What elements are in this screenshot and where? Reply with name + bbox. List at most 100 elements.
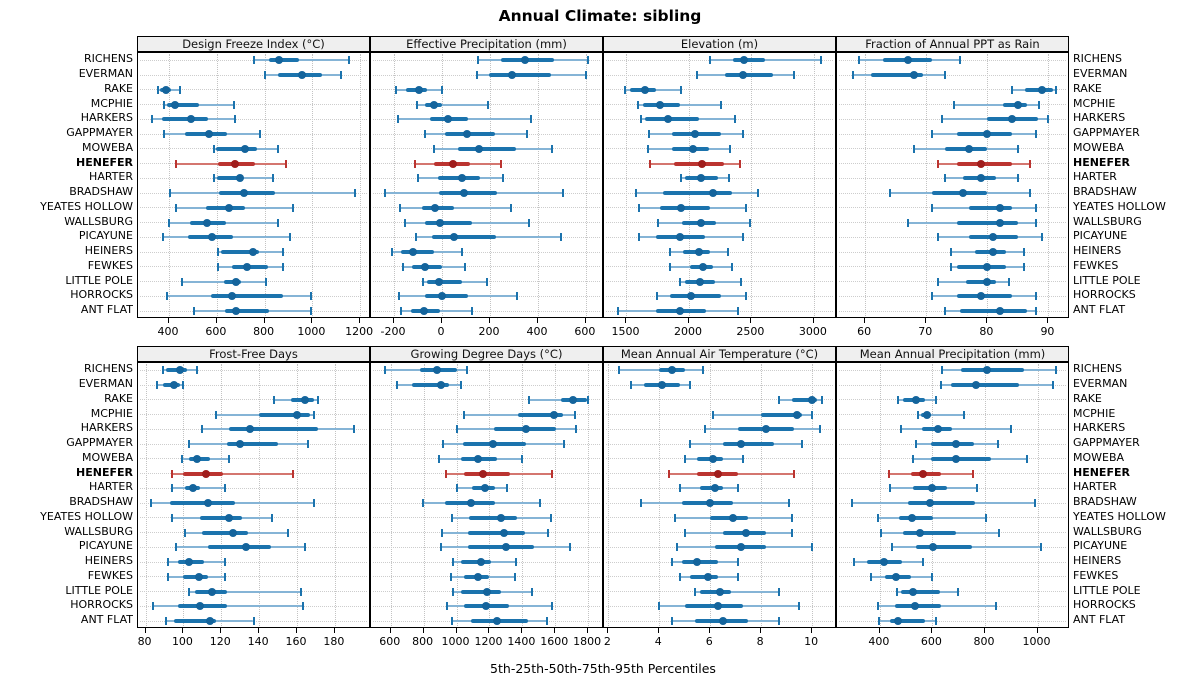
cap-5th <box>163 100 166 109</box>
range-25th-75th <box>907 501 975 506</box>
cap-5th <box>273 395 276 404</box>
cap-95th <box>466 366 469 375</box>
cap-95th <box>460 248 463 257</box>
median-dot <box>430 203 439 212</box>
site-label-mcphie: MCPHIE <box>90 406 133 420</box>
axis-tick-label: 1600 <box>540 634 569 648</box>
median-dot <box>691 130 700 139</box>
median-dot <box>448 159 457 168</box>
median-dot <box>171 100 180 109</box>
cap-95th <box>1007 277 1010 286</box>
range-25th-75th <box>259 412 311 417</box>
cap-95th <box>688 381 691 390</box>
cap-5th <box>165 617 168 626</box>
axis-tick-label: 1500 <box>611 324 640 338</box>
median-dot <box>224 513 233 522</box>
site-label-henefer: HENEFER <box>1073 465 1130 479</box>
site-label-bradshaw: BRADSHAW <box>69 495 133 509</box>
median-dot <box>739 56 748 65</box>
site-label-wallsburg: WALLSBURG <box>64 214 133 228</box>
axis-tick-x <box>983 627 985 633</box>
cap-95th <box>1023 248 1025 257</box>
axis-tick-x <box>488 317 490 323</box>
site-label-richens: RICHENS <box>1073 362 1123 376</box>
site-label-harkers: HARKERS <box>80 421 133 435</box>
gridline-x <box>489 364 491 626</box>
cap-5th <box>217 262 220 271</box>
axis-tick-x <box>1036 627 1038 633</box>
cap-5th <box>395 85 398 94</box>
site-label-fewkes: FEWKES <box>1073 258 1119 272</box>
median-dot <box>274 56 283 65</box>
cap-5th <box>704 425 707 434</box>
axis-tick-label: 600 <box>205 324 227 338</box>
axis-tick-label: 90 <box>1040 324 1055 338</box>
median-dot <box>228 292 237 301</box>
cap-5th <box>931 203 934 212</box>
cap-5th <box>174 159 177 168</box>
cap-5th <box>912 454 915 463</box>
range-25th-75th <box>162 117 209 122</box>
site-label-wallsburg: WALLSBURG <box>64 524 133 538</box>
median-dot <box>521 425 530 434</box>
cap-95th <box>470 307 473 316</box>
median-dot <box>169 381 178 390</box>
cap-95th <box>277 144 280 153</box>
cap-95th <box>224 484 227 493</box>
axis-tick-label: 80 <box>979 324 994 338</box>
axis-tick-x <box>220 627 222 633</box>
cap-95th <box>749 218 752 227</box>
axis-tick-x <box>812 317 814 323</box>
site-label-yeates-hollow: YEATES HOLLOW <box>40 199 133 213</box>
site-label-everman: EVERMAN <box>1073 67 1128 81</box>
median-dot <box>995 218 1004 227</box>
median-dot <box>231 159 240 168</box>
axis-tick-label: 200 <box>478 324 500 338</box>
cap-5th <box>657 218 660 227</box>
axis-tick-label: 120 <box>209 634 231 648</box>
axis-tick-x <box>709 627 711 633</box>
axis-tick-label: 400 <box>526 324 548 338</box>
cap-95th <box>291 203 294 212</box>
axis-tick-label: 600 <box>379 634 401 648</box>
cap-95th <box>310 307 313 316</box>
median-dot <box>989 233 998 242</box>
cap-95th <box>1052 381 1055 390</box>
panel-plot-design-freeze-index-c <box>137 52 370 318</box>
cap-95th <box>1038 100 1041 109</box>
axis-tick-x <box>587 627 589 633</box>
axis-tick-x <box>811 627 813 633</box>
range-25th-75th <box>468 515 518 520</box>
gridline-x <box>710 364 712 626</box>
range-25th-75th <box>901 589 941 594</box>
site-label-heiners: HEINERS <box>84 244 133 258</box>
median-dot <box>688 144 697 153</box>
axis-tick-label: 600 <box>920 634 942 648</box>
axis-tick-x <box>864 317 866 323</box>
median-dot <box>293 410 302 419</box>
range-25th-75th <box>221 250 259 255</box>
axis-tick-x <box>144 627 146 633</box>
row-guide-line <box>839 561 1066 563</box>
cap-95th <box>551 469 554 478</box>
range-25th-75th <box>889 619 925 624</box>
cap-5th <box>403 218 406 227</box>
gridline-x <box>932 364 934 626</box>
gridline-x <box>751 54 753 316</box>
median-dot <box>912 395 921 404</box>
range-25th-75th <box>400 250 434 255</box>
range-25th-75th <box>960 368 1025 373</box>
site-label-gappmayer: GAPPMAYER <box>66 436 133 450</box>
gridline-x <box>334 364 336 626</box>
cap-5th <box>184 528 187 537</box>
row-guide-line <box>606 369 833 371</box>
range-25th-75th <box>902 530 957 535</box>
cap-5th <box>450 572 453 581</box>
median-dot <box>738 71 747 80</box>
site-label-mcphie: MCPHIE <box>90 96 133 110</box>
median-dot <box>241 543 250 552</box>
cap-5th <box>440 528 443 537</box>
site-label-little-pole: LITTLE POLE <box>65 273 133 287</box>
range-5th-95th <box>189 590 301 593</box>
cap-95th <box>354 189 357 198</box>
